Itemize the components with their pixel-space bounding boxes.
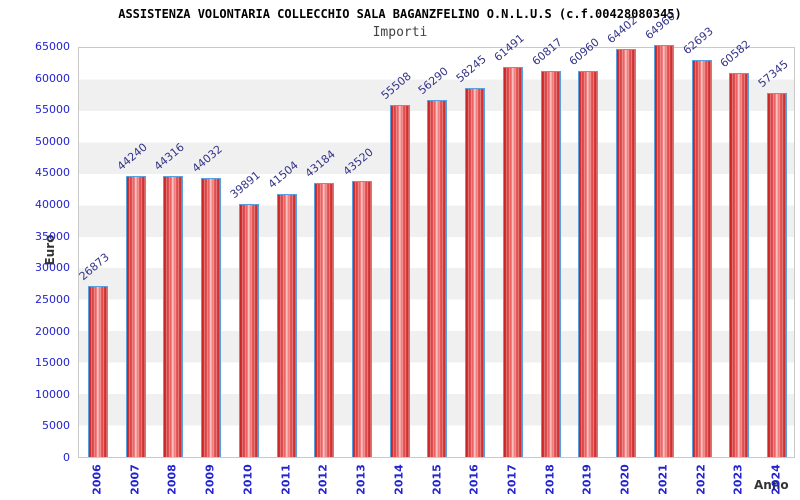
y-tick-label: 50000 [35, 134, 70, 148]
x-tick-label: 2012 [316, 464, 330, 495]
x-tick-label: 2016 [467, 464, 481, 495]
bar [691, 59, 712, 457]
bar-value-label: 44032 [189, 142, 225, 175]
bar-slot: 44032 [189, 48, 230, 457]
bar-slot: 62693 [680, 24, 721, 457]
y-tick-label: 5000 [42, 419, 70, 433]
bar-slot: 60817 [529, 36, 570, 457]
bar-value-label: 26873 [76, 250, 112, 284]
bar [502, 67, 523, 457]
bar-value-label: 60817 [529, 35, 565, 69]
bar-slot: 60582 [718, 37, 759, 457]
x-axis-label: Anno [754, 478, 789, 492]
bar-slot: 60960 [567, 35, 608, 457]
x-tick-label: 2011 [279, 464, 293, 495]
x-tick-label: 2024 [769, 464, 783, 495]
bar-value-label: 43184 [302, 147, 339, 180]
bar [540, 71, 561, 457]
y-tick-label: 55000 [35, 103, 70, 117]
x-tick-label: 2019 [580, 464, 594, 495]
y-tick-label: 65000 [35, 40, 70, 53]
bar-slot: 55508 [378, 48, 419, 457]
bar [87, 286, 108, 457]
y-tick-label: 45000 [35, 166, 70, 180]
bar-slot: 44240 [114, 48, 155, 457]
bar-value-label: 39891 [227, 168, 263, 201]
x-tick-label: 2013 [354, 464, 368, 495]
bar-slot: 39891 [227, 48, 268, 457]
bar [238, 203, 259, 457]
bar-value-label: 56290 [416, 64, 452, 98]
bar-slot: 61491 [492, 32, 532, 457]
bar-slot: 57345 [755, 48, 796, 457]
bar-slot: 64960 [643, 10, 683, 457]
y-tick-label: 15000 [35, 356, 70, 370]
bar-value-label: 55508 [378, 69, 414, 103]
bar [729, 72, 750, 457]
y-tick-label: 25000 [35, 292, 70, 306]
x-tick-label: 2022 [694, 464, 708, 495]
bar [389, 105, 410, 457]
bar [465, 87, 486, 457]
bar-slot: 64402 [605, 13, 645, 457]
bar-slot: 41504 [265, 48, 306, 457]
bar-slot: 43184 [302, 48, 343, 457]
x-tick-label: 2006 [90, 464, 104, 495]
bar-value-label: 58245 [453, 52, 490, 85]
bar-value-label: 43520 [340, 145, 376, 178]
x-tick-label: 2008 [165, 464, 179, 495]
bar [578, 70, 599, 457]
x-tick-label: 2014 [392, 464, 406, 495]
bar [616, 48, 637, 457]
bar-value-label: 41504 [265, 158, 301, 191]
chart-subtitle: Importi [372, 25, 428, 40]
bar [125, 176, 146, 457]
y-tick-label: 60000 [35, 71, 70, 85]
x-tick-label: 2017 [505, 464, 519, 495]
bar [163, 175, 184, 457]
y-tick-label: 10000 [35, 387, 70, 401]
x-tick-label: 2021 [656, 464, 670, 495]
bar-value-label: 44316 [151, 140, 188, 173]
chart-title: ASSISTENZA VOLONTARIA COLLECCHIO SALA BA… [118, 7, 682, 21]
bar-slot: 26873 [76, 48, 117, 457]
bar [276, 193, 297, 457]
bar [352, 180, 373, 457]
plot-area: 26873 44240 44316 44032 39891 41504 43184 43520… [76, 10, 796, 458]
bar-slot: 43520 [340, 48, 381, 457]
bar [767, 93, 788, 457]
bar [653, 45, 674, 457]
bar-value-label: 57345 [755, 57, 791, 91]
y-tick-label: 35000 [35, 229, 70, 243]
bar-slot: 44316 [151, 48, 192, 457]
bar [314, 182, 335, 457]
bar-slot: 56290 [416, 48, 457, 457]
y-tick-label: 30000 [35, 261, 70, 275]
bar [427, 100, 448, 457]
x-tick-label: 2009 [203, 464, 217, 495]
x-tick-label: 2020 [618, 464, 632, 495]
x-tick-label: 2018 [543, 464, 557, 495]
x-tick-label: 2023 [731, 464, 745, 495]
y-tick-label: 20000 [35, 324, 70, 338]
bar [201, 177, 222, 457]
bar-value-label: 60582 [718, 37, 754, 70]
x-tick-label: 2010 [241, 464, 255, 495]
x-tick-label: 2015 [430, 464, 443, 495]
bar-slot: 58245 [453, 48, 494, 457]
y-tick-label: 40000 [35, 198, 70, 212]
x-tick-label: 2007 [128, 464, 142, 495]
y-tick-label: 0 [63, 451, 70, 464]
bar-value-label: 44240 [114, 140, 150, 174]
